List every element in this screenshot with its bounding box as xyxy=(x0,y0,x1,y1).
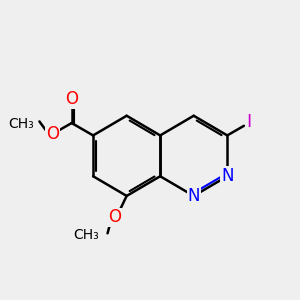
Text: CH₃: CH₃ xyxy=(73,228,99,242)
Text: O: O xyxy=(108,208,121,226)
Text: I: I xyxy=(246,113,251,131)
Text: N: N xyxy=(188,187,200,205)
Text: N: N xyxy=(221,167,233,185)
Text: O: O xyxy=(65,90,78,108)
Text: CH₃: CH₃ xyxy=(8,117,34,131)
Text: O: O xyxy=(46,125,59,143)
